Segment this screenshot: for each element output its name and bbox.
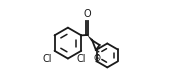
Text: Cl: Cl [42, 54, 52, 64]
Text: O: O [83, 9, 91, 19]
Text: Cl: Cl [77, 54, 86, 64]
Polygon shape [87, 35, 93, 41]
Text: O: O [94, 54, 101, 63]
